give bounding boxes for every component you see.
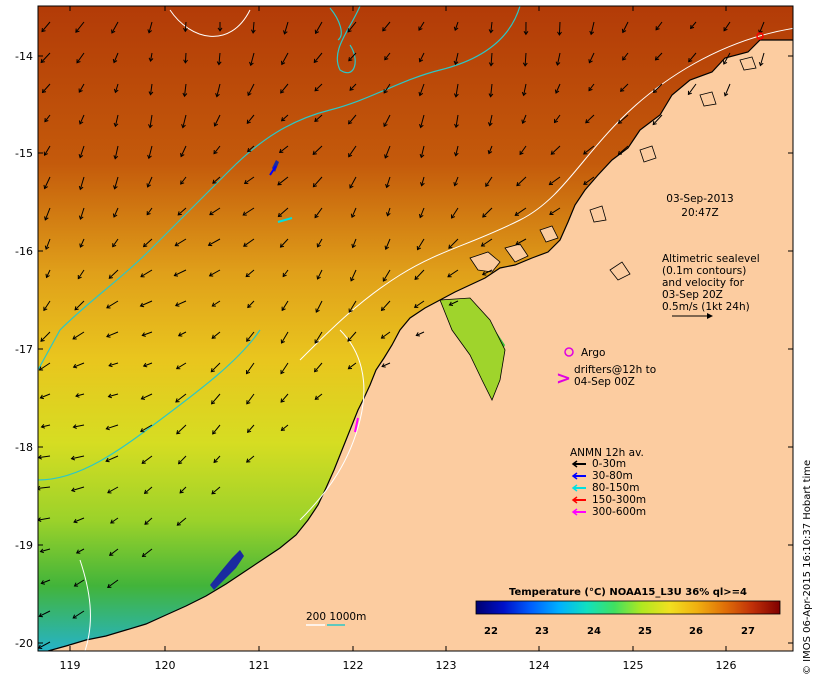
lon-tick-label: 124 xyxy=(529,659,550,672)
colorbar-tick-label: 23 xyxy=(535,626,549,637)
credit-text: © IMOS 06-Apr-2015 16:10:37 Hobart time xyxy=(802,460,813,675)
lat-tick-label: -14 xyxy=(15,50,33,63)
colorbar-tick-label: 22 xyxy=(484,626,498,637)
alt-line-3: and velocity for xyxy=(662,277,745,289)
alt-line-4: 03-Sep 20Z xyxy=(662,289,723,301)
alt-line-1: Altimetric sealevel xyxy=(662,253,760,265)
alt-line-2: (0.1m contours) xyxy=(662,265,746,277)
inlet xyxy=(439,297,506,401)
drifter-line-2: 04-Sep 00Z xyxy=(574,376,635,388)
lon-tick-label: 126 xyxy=(716,659,737,672)
anmn-markers xyxy=(269,165,359,433)
anmn-legend-item: 80-150m xyxy=(592,482,639,494)
plot-frame xyxy=(37,5,794,652)
lon-tick-label: 122 xyxy=(343,659,364,672)
sealevel-contours xyxy=(79,9,793,651)
lon-tick-label: 123 xyxy=(436,659,457,672)
cold-patch xyxy=(210,550,244,590)
lat-tick-label: -15 xyxy=(15,147,33,160)
latitude-axis: -14 -15 -16 -17 -18 -19 -20 xyxy=(15,50,793,650)
anmn-legend-item: 150-300m xyxy=(592,494,646,506)
drifter-line-1: drifters@12h to xyxy=(574,364,656,376)
depth-contours xyxy=(38,6,521,481)
anmn-legend-item: 0-30m xyxy=(592,458,626,470)
island-cluster xyxy=(469,56,757,281)
alt-line-5: 0.5m/s (1kt 24h) xyxy=(662,301,750,313)
coastline xyxy=(47,39,793,651)
colorbar-tick-label: 26 xyxy=(689,626,703,637)
colorbar-scale xyxy=(475,600,781,615)
depth-legend: 200 1000m xyxy=(306,611,366,626)
argo-float-marker xyxy=(756,32,764,40)
lat-tick-label: -18 xyxy=(15,441,33,454)
lat-tick-label: -16 xyxy=(15,245,33,258)
longitude-axis: 119 120 121 122 123 124 125 126 xyxy=(60,6,737,672)
altimetry-note: Altimetric sealevel (0.1m contours) and … xyxy=(662,253,760,319)
argo-icon xyxy=(564,347,574,357)
drifter-icon: > xyxy=(556,368,571,389)
colorbar-tick-label: 24 xyxy=(587,626,601,637)
lon-tick-label: 120 xyxy=(155,659,176,672)
lon-tick-label: 119 xyxy=(60,659,81,672)
anmn-legend-item: 30-80m xyxy=(592,470,633,482)
colorbar-tick-label: 27 xyxy=(741,626,755,637)
lat-tick-label: -17 xyxy=(15,343,33,356)
date-label: 03-Sep-2013 xyxy=(666,193,733,205)
colorbar-title: Temperature (°C) NOAA15_L3U 36% ql>=4 xyxy=(509,587,747,598)
colorbar-tick-label: 25 xyxy=(638,626,652,637)
lon-tick-label: 121 xyxy=(249,659,270,672)
anmn-legend-item: 300-600m xyxy=(592,506,646,518)
temperature-colorbar: Temperature (°C) NOAA15_L3U 36% ql>=4 22… xyxy=(475,587,781,637)
lat-tick-label: -20 xyxy=(15,637,33,650)
depth-legend-label: 200 1000m xyxy=(306,611,366,623)
lon-tick-label: 125 xyxy=(623,659,644,672)
time-label: 20:47Z xyxy=(681,207,718,219)
lat-tick-label: -19 xyxy=(15,539,33,552)
velocity-arrows xyxy=(38,21,765,649)
argo-label: Argo xyxy=(581,347,605,359)
anmn-legend: ANMN 12h av. 0-30m30-80m80-150m150-300m3… xyxy=(570,447,646,518)
anmn-legend-title: ANMN 12h av. xyxy=(570,447,644,459)
